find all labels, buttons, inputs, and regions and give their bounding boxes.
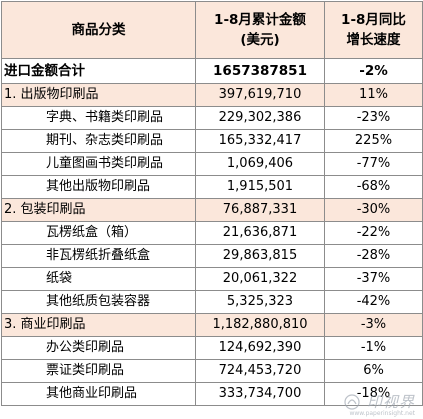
subcategory-row: 儿童图画书类印刷品 1,069,406 -77% <box>1 152 423 176</box>
row-growth: 225% <box>324 129 423 153</box>
row-growth: -28% <box>324 244 423 268</box>
row-name: 纸袋 <box>1 267 196 291</box>
row-name: 2. 包装印刷品 <box>1 198 196 222</box>
header-amount-line2: (美元) <box>240 32 280 48</box>
row-name: 其他出版物印刷品 <box>1 175 196 199</box>
row-name: 瓦楞纸盒（箱） <box>1 221 196 245</box>
row-growth: -37% <box>324 267 423 291</box>
watermark-logo-icon <box>344 394 360 410</box>
row-amount: 165,332,417 <box>195 129 325 153</box>
total-name: 进口金额合计 <box>1 58 196 84</box>
subcategory-row: 纸袋 20,061,322 -37% <box>1 267 423 291</box>
subcategory-row: 瓦楞纸盒（箱） 21,636,871 -22% <box>1 221 423 245</box>
row-amount: 5,325,323 <box>195 290 325 314</box>
header-growth-line1: 1-8月同比 <box>341 12 406 28</box>
table-body: 进口金额合计 1657387851 -2% 1. 出版物印刷品 397,619,7… <box>1 58 423 406</box>
row-growth: -1% <box>324 336 423 360</box>
subcategory-row: 字典、书籍类印刷品 229,302,386 -23% <box>1 106 423 130</box>
row-growth: -42% <box>324 290 423 314</box>
row-name: 期刊、杂志类印刷品 <box>1 129 196 153</box>
row-amount: 397,619,710 <box>195 83 325 107</box>
row-amount: 76,887,331 <box>195 198 325 222</box>
row-growth: -22% <box>324 221 423 245</box>
subcategory-row: 期刊、杂志类印刷品 165,332,417 225% <box>1 129 423 153</box>
row-growth: -23% <box>324 106 423 130</box>
header-growth: 1-8月同比 增长速度 <box>324 1 423 59</box>
subcategory-row: 其他出版物印刷品 1,915,501 -68% <box>1 175 423 199</box>
watermark-text: 印视界 <box>366 393 415 411</box>
row-name: 3. 商业印刷品 <box>1 313 196 337</box>
subcategory-row: 票证类印刷品 724,453,720 6% <box>1 359 423 383</box>
total-amount: 1657387851 <box>195 58 325 84</box>
subcategory-row: 其他商业印刷品 333,734,700 -18% <box>1 382 423 406</box>
row-amount: 124,692,390 <box>195 336 325 360</box>
category-row: 2. 包装印刷品 76,887,331 -30% <box>1 198 423 222</box>
row-amount: 21,636,871 <box>195 221 325 245</box>
row-amount: 1,182,880,810 <box>195 313 325 337</box>
table-header: 商品分类 1-8月累计金额 (美元) 1-8月同比 增长速度 <box>1 1 423 59</box>
total-row: 进口金额合计 1657387851 -2% <box>1 58 423 84</box>
row-amount: 1,915,501 <box>195 175 325 199</box>
header-amount-line1: 1-8月累计金额 <box>214 12 306 28</box>
header-amount: 1-8月累计金额 (美元) <box>195 1 325 59</box>
row-growth: -3% <box>324 313 423 337</box>
row-amount: 724,453,720 <box>195 359 325 383</box>
row-amount: 229,302,386 <box>195 106 325 130</box>
row-name: 票证类印刷品 <box>1 359 196 383</box>
row-amount: 1,069,406 <box>195 152 325 176</box>
total-growth: -2% <box>324 58 423 84</box>
subcategory-row: 办公类印刷品 124,692,390 -1% <box>1 336 423 360</box>
row-name: 儿童图画书类印刷品 <box>1 152 196 176</box>
subcategory-row: 非瓦楞纸折叠纸盒 29,863,815 -28% <box>1 244 423 268</box>
row-amount: 29,863,815 <box>195 244 325 268</box>
subcategory-row: 其他纸质包装容器 5,325,323 -42% <box>1 290 423 314</box>
row-name: 其他纸质包装容器 <box>1 290 196 314</box>
row-growth: -18% <box>324 382 423 406</box>
watermark: 印视界 www.paperinsight.net <box>343 391 417 417</box>
row-name: 办公类印刷品 <box>1 336 196 360</box>
row-name: 字典、书籍类印刷品 <box>1 106 196 130</box>
row-name: 1. 出版物印刷品 <box>1 83 196 107</box>
category-row: 3. 商业印刷品 1,182,880,810 -3% <box>1 313 423 337</box>
row-growth: -68% <box>324 175 423 199</box>
category-row: 1. 出版物印刷品 397,619,710 11% <box>1 83 423 107</box>
row-growth: -77% <box>324 152 423 176</box>
row-name: 其他商业印刷品 <box>1 382 196 406</box>
header-category: 商品分类 <box>1 1 196 59</box>
row-growth: 11% <box>324 83 423 107</box>
import-stats-table: 商品分类 1-8月累计金额 (美元) 1-8月同比 增长速度 进口金额合计 16… <box>1 1 423 406</box>
header-growth-line2: 增长速度 <box>346 32 401 48</box>
row-growth: -30% <box>324 198 423 222</box>
row-amount: 333,734,700 <box>195 382 325 406</box>
row-name: 非瓦楞纸折叠纸盒 <box>1 244 196 268</box>
watermark-url: www.paperinsight.net <box>349 410 415 417</box>
row-growth: 6% <box>324 359 423 383</box>
row-amount: 20,061,322 <box>195 267 325 291</box>
